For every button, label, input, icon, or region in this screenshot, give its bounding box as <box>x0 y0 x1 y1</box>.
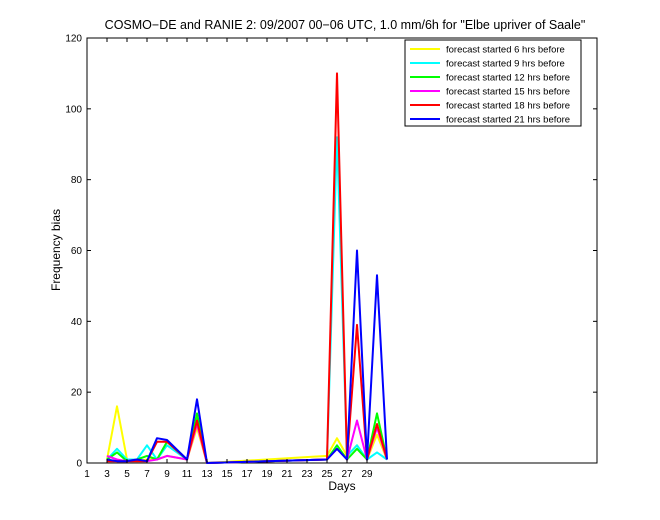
y-tick-label: 0 <box>76 459 82 470</box>
x-tick-label: 17 <box>241 469 253 480</box>
series-line-6 <box>106 249 388 464</box>
legend-label-6: forecast started 21 hrs before <box>446 115 570 126</box>
x-axis-label: Days <box>328 479 355 493</box>
legend-label-1: forecast started 6 hrs before <box>446 45 565 56</box>
x-tick-label: 19 <box>261 469 273 480</box>
series-layer <box>106 72 388 464</box>
x-tick-label: 7 <box>144 469 150 480</box>
x-tick-label: 23 <box>301 469 313 480</box>
legend-box <box>404 39 582 127</box>
x-tick-label: 11 <box>182 469 193 480</box>
x-tick-label: 25 <box>321 469 333 480</box>
x-tick-label: 29 <box>361 469 373 480</box>
y-axis-label: Frequency bias <box>49 209 63 291</box>
series-line-5 <box>107 72 388 464</box>
x-tick-label: 21 <box>281 469 293 480</box>
y-axis: 0 20 40 60 80 100 120 <box>65 34 597 470</box>
y-tick-label: 100 <box>65 104 82 115</box>
x-tick-label: 15 <box>221 469 233 480</box>
x-axis: 1 3 5 7 9 11 13 15 17 19 21 23 25 27 29 <box>84 38 373 480</box>
x-tick-label: 3 <box>104 469 110 480</box>
legend-label-4: forecast started 15 hrs before <box>446 87 570 98</box>
x-tick-label: 1 <box>84 469 90 480</box>
legend: forecast started 6 hrs before forecast st… <box>404 39 582 127</box>
x-tick-label: 9 <box>164 469 170 480</box>
y-tick-label: 60 <box>71 246 83 257</box>
y-tick-label: 20 <box>71 388 83 399</box>
x-tick-label: 5 <box>124 469 130 480</box>
legend-label-3: forecast started 12 hrs before <box>446 73 570 84</box>
legend-label-2: forecast started 9 hrs before <box>446 59 565 70</box>
y-tick-label: 40 <box>71 317 83 328</box>
y-tick-label: 120 <box>65 34 82 45</box>
legend-label-5: forecast started 18 hrs before <box>446 101 570 112</box>
y-tick-label: 80 <box>71 175 83 186</box>
x-tick-label: 27 <box>341 469 353 480</box>
x-tick-label: 13 <box>201 469 213 480</box>
chart-title: COSMO−DE and RANIE 2: 09/2007 00−06 UTC,… <box>105 18 586 32</box>
